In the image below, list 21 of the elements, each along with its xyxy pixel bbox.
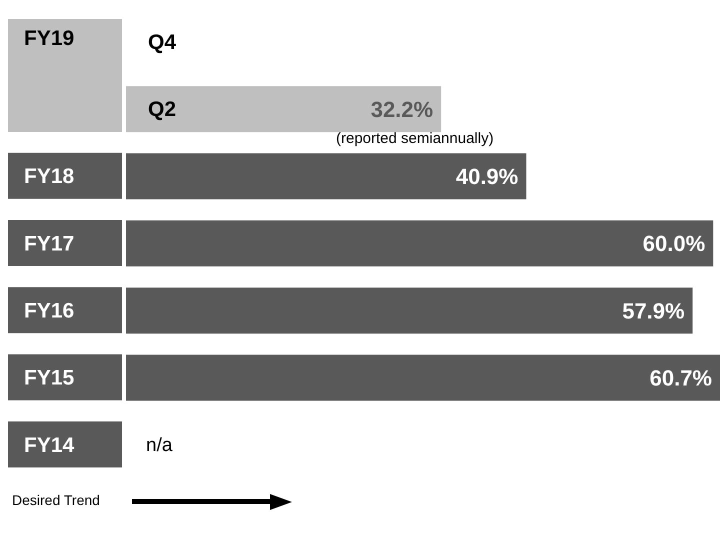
y-tick-label: FY16 [24,299,74,322]
y-tick-label: FY14 [24,434,75,457]
bar [126,354,720,401]
text: Desired Trend [12,492,100,508]
text: FY19 [24,26,74,51]
data-label: 57.9% [622,298,685,324]
bar [126,288,693,334]
data-label: 60.0% [642,231,706,256]
data-label: 40.9% [456,164,518,189]
bar [126,220,714,266]
y-tick-label: FY17 [24,232,74,256]
text: n/a [146,435,172,456]
y-tick-label: Q2 [148,98,176,122]
annotation: (reported semiannually) [336,130,494,147]
y-tick-label: Q4 [148,30,176,54]
data-label: 32.2% [370,96,434,122]
data-label: 60.7% [650,365,712,390]
bar [126,86,442,132]
y-tick-label: FY18 [24,165,75,188]
bar [126,153,526,200]
y-tick-label: FY15 [24,366,75,390]
